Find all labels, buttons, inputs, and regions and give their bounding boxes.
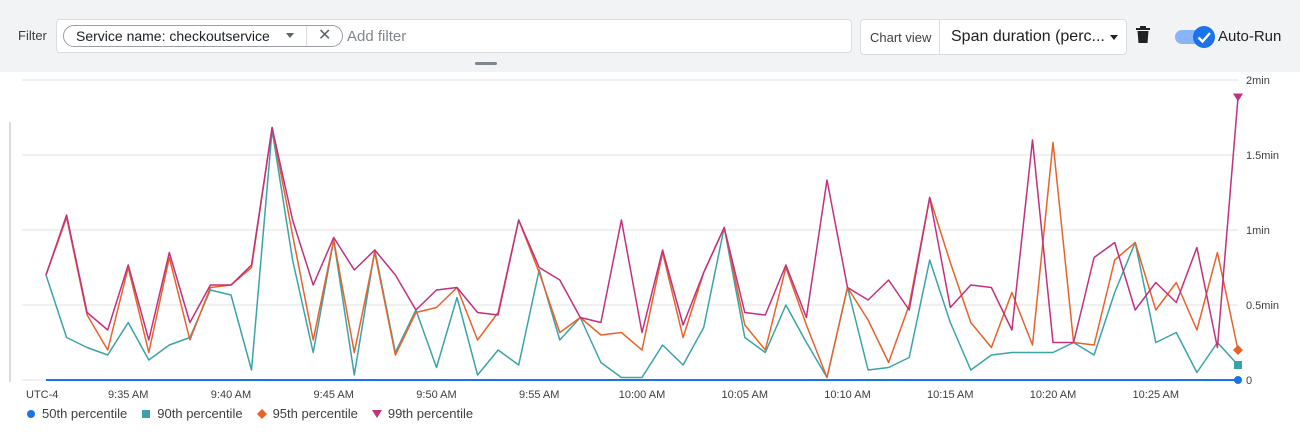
series-line-p90 (45, 129, 1239, 379)
x-tick-label: 10:20 AM (1030, 389, 1076, 401)
chart-view-value[interactable]: Span duration (perc... (951, 28, 1105, 45)
x-tick-label: 10:00 AM (619, 389, 665, 401)
x-tick-label: 9:40 AM (211, 389, 251, 401)
chart-view-divider (939, 20, 940, 54)
series-line-p95 (45, 126, 1239, 379)
end-markers (1233, 93, 1243, 384)
legend-item-p95[interactable]: 95th percentile (256, 406, 358, 421)
x-tick-label: 9:55 AM (519, 389, 559, 401)
series-line-p99 (45, 97, 1239, 349)
x-tick-label: 9:50 AM (416, 389, 456, 401)
auto-run-toggle[interactable] (1175, 26, 1215, 48)
x-tick-label: 9:35 AM (108, 389, 148, 401)
series-lines (45, 97, 1239, 381)
legend-label: 50th percentile (42, 406, 128, 421)
square-marker-icon (142, 409, 151, 418)
end-marker-p90 (1234, 361, 1242, 369)
filter-chip-label: Service name: checkoutservice (76, 28, 270, 44)
x-tick-label: 10:15 AM (927, 389, 973, 401)
y-tick-label: 1.5min (1246, 150, 1279, 162)
chevron-down-icon[interactable] (286, 33, 294, 38)
y-tick-label: 2min (1246, 75, 1270, 87)
y-axis-ticks: 0 0.5min 1min 1.5min 2min (1246, 75, 1279, 387)
end-marker-p95 (1233, 345, 1243, 355)
chip-divider (306, 26, 307, 46)
end-marker-p50 (1234, 376, 1242, 384)
close-icon[interactable]: ✕ (318, 27, 332, 44)
chart-legend: 50th percentile 90th percentile 95th perce… (26, 406, 473, 421)
circle-marker-icon (27, 409, 35, 418)
legend-item-p90[interactable]: 90th percentile (141, 406, 243, 421)
filter-input-box[interactable]: Service name: checkoutservice ✕ Add filt… (56, 19, 852, 53)
legend-label: 90th percentile (157, 406, 243, 421)
x-axis-ticks: 9:35 AM 9:40 AM 9:45 AM 9:50 AM 9:55 AM 10:00… (108, 389, 1179, 401)
legend-item-p99[interactable]: 99th percentile (371, 406, 474, 421)
check-icon (1197, 32, 1211, 44)
y-tick-label: 0 (1246, 375, 1252, 387)
grid-lines (22, 79, 1238, 381)
diamond-marker-icon (256, 408, 267, 419)
x-axis-label: UTC-4 (26, 389, 58, 401)
triangle-marker-icon (371, 409, 382, 418)
service-name-filter-chip[interactable]: Service name: checkoutservice ✕ (63, 25, 343, 47)
trash-icon[interactable] (1136, 26, 1150, 44)
y-tick-label: 1min (1246, 225, 1270, 237)
x-tick-label: 10:10 AM (824, 389, 870, 401)
legend-label: 95th percentile (272, 406, 358, 421)
toggle-knob (1193, 26, 1215, 48)
legend-label: 99th percentile (387, 406, 474, 421)
auto-run-label: Auto-Run (1218, 28, 1282, 45)
chart-view-select[interactable]: Chart view Span duration (perc... (860, 19, 1127, 55)
chart-view-label: Chart view (870, 30, 932, 45)
resize-handle[interactable] (475, 62, 497, 65)
query-toolbar: Filter Service name: checkoutservice ✕ A… (0, 0, 1300, 72)
end-marker-p99 (1233, 93, 1243, 102)
x-tick-label: 10:05 AM (722, 389, 768, 401)
x-tick-label: 9:45 AM (314, 389, 354, 401)
filter-label: Filter (18, 28, 47, 43)
add-filter-input[interactable]: Add filter (347, 28, 407, 45)
y-tick-label: 0.5min (1246, 300, 1279, 312)
span-duration-chart: 0 0.5min 1min 1.5min 2min 9:35 AM 9:40 AM 9:45… (9, 75, 1279, 401)
legend-item-p50[interactable]: 50th percentile (26, 406, 127, 421)
x-tick-label: 10:25 AM (1133, 389, 1179, 401)
chevron-down-icon[interactable] (1110, 35, 1118, 40)
